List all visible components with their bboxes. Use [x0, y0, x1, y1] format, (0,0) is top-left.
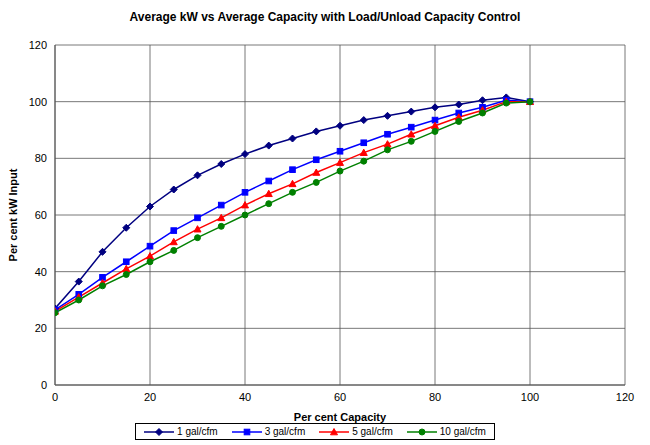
svg-text:Per cent Capacity: Per cent Capacity [294, 411, 387, 423]
html-text:10 gal/cfm: 10 gal/cfm [439, 426, 486, 437]
svg-text:100: 100 [521, 391, 539, 403]
svg-text:0: 0 [41, 379, 47, 391]
svg-text:100: 100 [29, 96, 47, 108]
svg-text:60: 60 [334, 391, 346, 403]
html-text:5 gal/cfm: 5 gal/cfm [352, 426, 393, 437]
svg-text:120: 120 [29, 39, 47, 51]
html-text:3 gal/cfm: 3 gal/cfm [264, 426, 306, 437]
svg-text:Per cent kW Input: Per cent kW Input [8, 168, 19, 261]
svg-text:20: 20 [144, 391, 156, 403]
svg-text:60: 60 [35, 209, 47, 221]
html-text:Average kW vs Average Capacity: Average kW vs Average Capacity with Load… [129, 10, 521, 24]
svg-text:120: 120 [616, 391, 634, 403]
svg-text:0: 0 [52, 391, 58, 403]
svg-text:20: 20 [35, 322, 47, 334]
html-text:1 gal/cfm: 1 gal/cfm [177, 426, 218, 437]
svg-text:80: 80 [429, 391, 441, 403]
svg-text:40: 40 [239, 391, 251, 403]
svg-text:40: 40 [35, 266, 47, 278]
svg-text:80: 80 [35, 152, 47, 164]
